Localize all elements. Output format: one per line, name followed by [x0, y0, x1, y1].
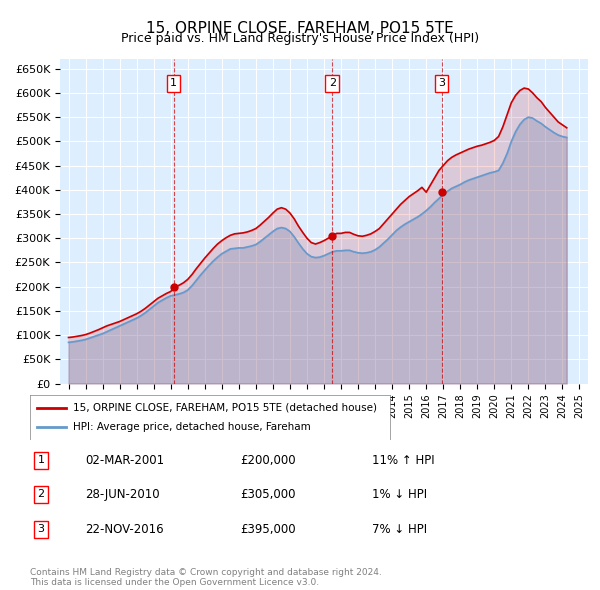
Text: 2: 2 — [37, 489, 44, 499]
Text: 15, ORPINE CLOSE, FAREHAM, PO15 5TE: 15, ORPINE CLOSE, FAREHAM, PO15 5TE — [146, 21, 454, 35]
Text: 15, ORPINE CLOSE, FAREHAM, PO15 5TE (detached house): 15, ORPINE CLOSE, FAREHAM, PO15 5TE (det… — [73, 403, 377, 412]
Text: 28-JUN-2010: 28-JUN-2010 — [85, 488, 160, 501]
Text: 11% ↑ HPI: 11% ↑ HPI — [372, 454, 435, 467]
Text: £200,000: £200,000 — [240, 454, 295, 467]
Text: £395,000: £395,000 — [240, 523, 295, 536]
Text: 3: 3 — [438, 78, 445, 88]
Text: £305,000: £305,000 — [240, 488, 295, 501]
Text: HPI: Average price, detached house, Fareham: HPI: Average price, detached house, Fare… — [73, 422, 311, 432]
Text: 3: 3 — [38, 525, 44, 535]
Text: 2: 2 — [329, 78, 336, 88]
Text: Contains HM Land Registry data © Crown copyright and database right 2024.
This d: Contains HM Land Registry data © Crown c… — [30, 568, 382, 587]
Text: Price paid vs. HM Land Registry's House Price Index (HPI): Price paid vs. HM Land Registry's House … — [121, 32, 479, 45]
Text: 1: 1 — [38, 455, 44, 465]
Text: 02-MAR-2001: 02-MAR-2001 — [85, 454, 164, 467]
Text: 1: 1 — [170, 78, 177, 88]
Text: 1% ↓ HPI: 1% ↓ HPI — [372, 488, 427, 501]
Text: 22-NOV-2016: 22-NOV-2016 — [85, 523, 164, 536]
Text: 7% ↓ HPI: 7% ↓ HPI — [372, 523, 427, 536]
